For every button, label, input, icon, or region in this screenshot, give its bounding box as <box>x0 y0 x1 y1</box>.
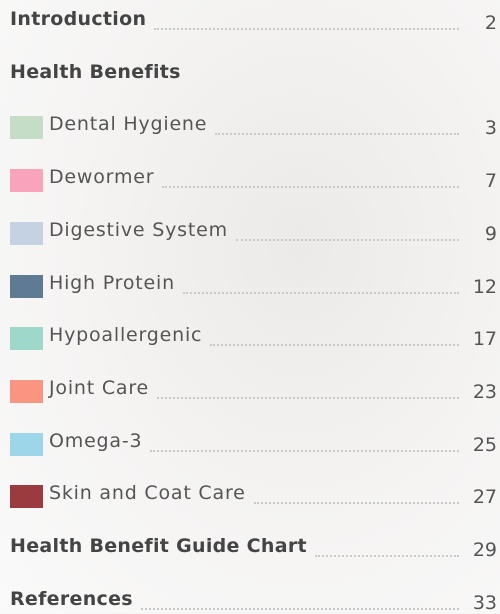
color-swatch <box>10 169 43 192</box>
color-swatch <box>10 380 43 403</box>
entry-title: Hypoallergenic <box>49 324 202 346</box>
toc-entry: High Protein 12 <box>10 268 497 298</box>
page-number: 2 <box>473 12 497 34</box>
toc-entry: Health Benefit Guide Chart 29 <box>10 531 497 561</box>
dot-leader <box>215 133 459 135</box>
page-number: 27 <box>473 486 497 508</box>
toc-entry: Health Benefits <box>10 57 497 87</box>
entry-title: Digestive System <box>49 219 228 241</box>
dot-leader <box>157 397 459 399</box>
toc-entry: Skin and Coat Care 27 <box>10 478 497 508</box>
entry-title: Health Benefits <box>10 61 181 83</box>
page-number: 23 <box>473 381 497 403</box>
page-number: 29 <box>473 539 497 561</box>
color-swatch <box>10 433 43 456</box>
page-number: 3 <box>473 117 497 139</box>
toc-entry: Introduction 2 <box>10 4 497 34</box>
toc-entry: Dental Hygiene 3 <box>10 109 497 139</box>
page-number: 9 <box>473 223 497 245</box>
entry-title: References <box>10 588 133 610</box>
dot-leader <box>154 28 459 30</box>
dot-leader <box>315 555 459 557</box>
color-swatch <box>10 275 43 298</box>
toc-entry: Hypoallergenic 17 <box>10 320 497 350</box>
toc-entry: Omega-3 25 <box>10 426 497 456</box>
color-swatch <box>10 485 43 508</box>
dot-leader <box>236 239 459 241</box>
entry-title: Skin and Coat Care <box>49 482 246 504</box>
page-number: 25 <box>473 434 497 456</box>
color-swatch <box>10 222 43 245</box>
color-swatch <box>10 116 43 139</box>
dot-leader <box>183 292 459 294</box>
entry-title: High Protein <box>49 272 175 294</box>
entry-title: Health Benefit Guide Chart <box>10 535 307 557</box>
entry-title: Joint Care <box>49 377 149 399</box>
page-number: 33 <box>473 592 497 614</box>
toc-entry: Dewormer 7 <box>10 162 497 192</box>
entry-title: Introduction <box>10 8 146 30</box>
dot-leader <box>141 608 459 610</box>
page-number: 17 <box>473 328 497 350</box>
dot-leader <box>150 450 458 452</box>
entry-title: Dental Hygiene <box>49 113 207 135</box>
toc-entry: References 33 <box>10 584 497 614</box>
table-of-contents: Introduction 2 Health Benefits Dental Hygie… <box>0 0 500 613</box>
toc-entry: Joint Care 23 <box>10 373 497 403</box>
entry-title: Omega-3 <box>49 430 142 452</box>
dot-leader <box>162 186 459 188</box>
toc-entry: Digestive System 9 <box>10 215 497 245</box>
entry-title: Dewormer <box>49 166 154 188</box>
dot-leader <box>210 344 459 346</box>
page-number: 12 <box>473 276 497 298</box>
color-swatch <box>10 327 43 350</box>
dot-leader <box>254 502 459 504</box>
page-number: 7 <box>473 170 497 192</box>
